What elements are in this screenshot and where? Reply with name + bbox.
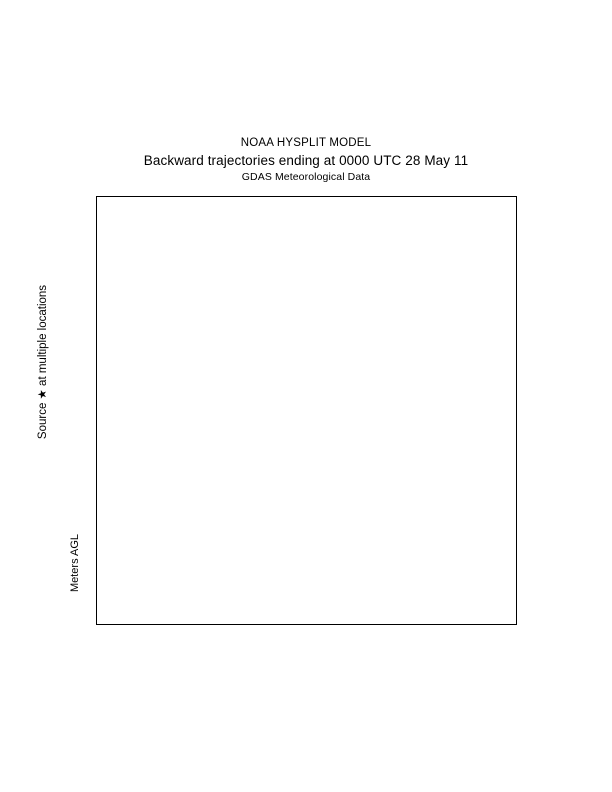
altitude-axis-label: Meters AGL — [69, 533, 81, 593]
source-side-label: Source ★ at multiple locations — [37, 284, 49, 440]
title-line-1: NOAA HYSPLIT MODEL — [240, 137, 372, 149]
figure-outer-frame — [96, 196, 517, 625]
figure-title-block: NOAA HYSPLIT MODEL Backward trajectories… — [0, 136, 612, 185]
title-line-3: GDAS Meteorological Data — [241, 171, 371, 183]
title-line-2: Backward trajectories ending at 0000 UTC… — [143, 153, 469, 168]
